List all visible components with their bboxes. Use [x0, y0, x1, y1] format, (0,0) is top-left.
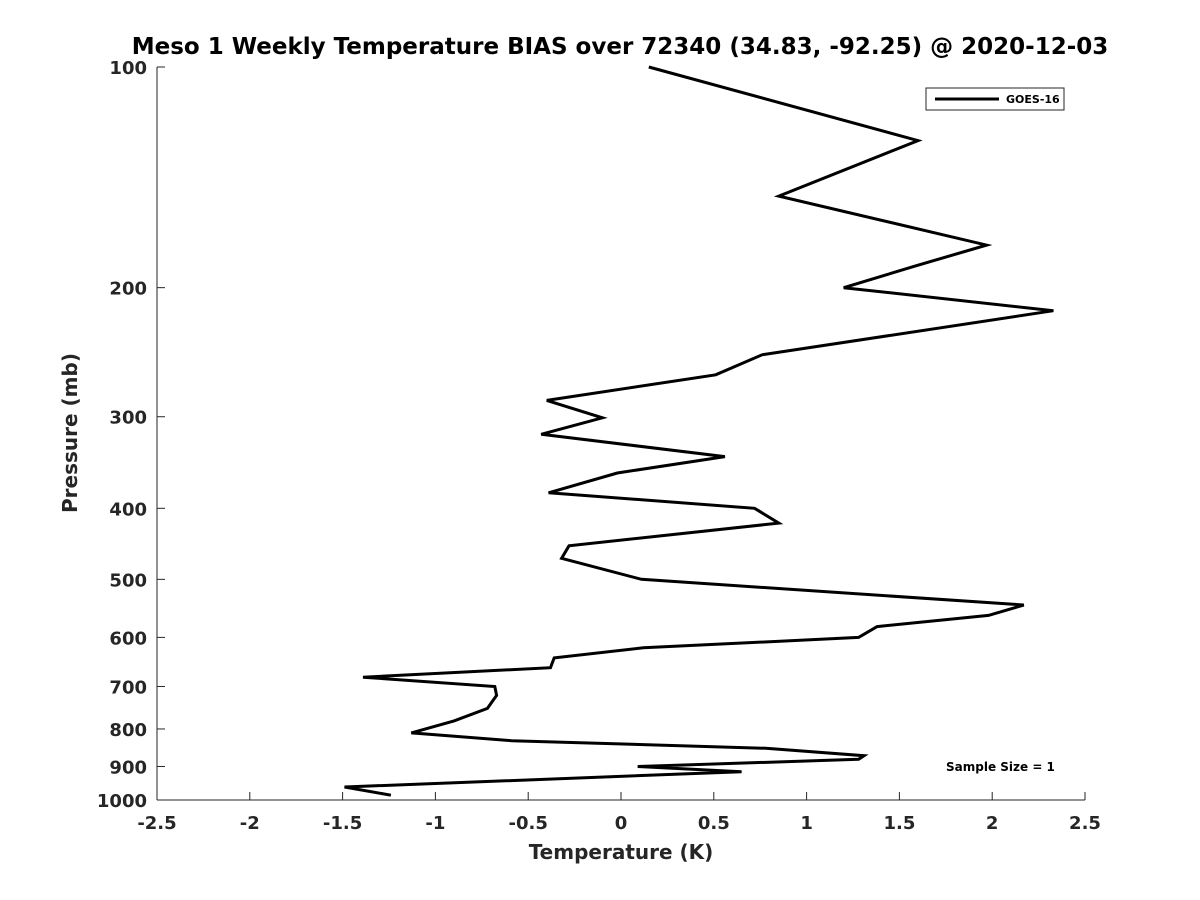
legend-label-goes-16: GOES-16 [1006, 93, 1060, 106]
y-tick-label: 700 [109, 677, 147, 698]
y-tick-label: 500 [109, 570, 147, 591]
sample-size-annotation: Sample Size = 1 [946, 760, 1055, 774]
y-tick-label: 200 [109, 279, 147, 300]
x-tick-label: 1.5 [883, 813, 915, 834]
y-tick-label: 1000 [97, 791, 147, 812]
legend: GOES-16 [925, 87, 1065, 111]
series-layer [344, 65, 1054, 797]
x-tick-label: -2 [240, 813, 260, 834]
chart-title: Meso 1 Weekly Temperature BIAS over 7234… [132, 34, 1109, 60]
x-tick-label: -2.5 [137, 813, 176, 834]
x-tick-label: 2.5 [1069, 813, 1101, 834]
x-tick-label: -1 [425, 813, 445, 834]
y-axis-label: Pressure (mb) [58, 353, 82, 513]
y-ticks: 100 200 300 400 500 600 700 800 900 1000 [97, 58, 165, 812]
x-axis-label: Temperature (K) [529, 840, 714, 864]
x-tick-label: 2 [986, 813, 999, 834]
axes-frame [156, 67, 1085, 801]
x-tick-label: 1 [800, 813, 813, 834]
y-tick-label: 300 [109, 408, 147, 429]
y-tick-label: 800 [109, 720, 147, 741]
y-tick-label: 900 [109, 757, 147, 778]
y-tick-label: 100 [109, 58, 147, 79]
series-line-goes-16 [344, 65, 1054, 797]
y-tick-label: 400 [109, 499, 147, 520]
x-ticks: -2.5 -2 -1.5 -1 -0.5 0 0.5 1 1.5 2 2.5 [137, 792, 1101, 834]
x-tick-label: 0.5 [698, 813, 730, 834]
x-tick-label: 0 [615, 813, 628, 834]
x-tick-label: -1.5 [323, 813, 362, 834]
x-tick-label: -0.5 [509, 813, 548, 834]
y-tick-label: 600 [109, 628, 147, 649]
